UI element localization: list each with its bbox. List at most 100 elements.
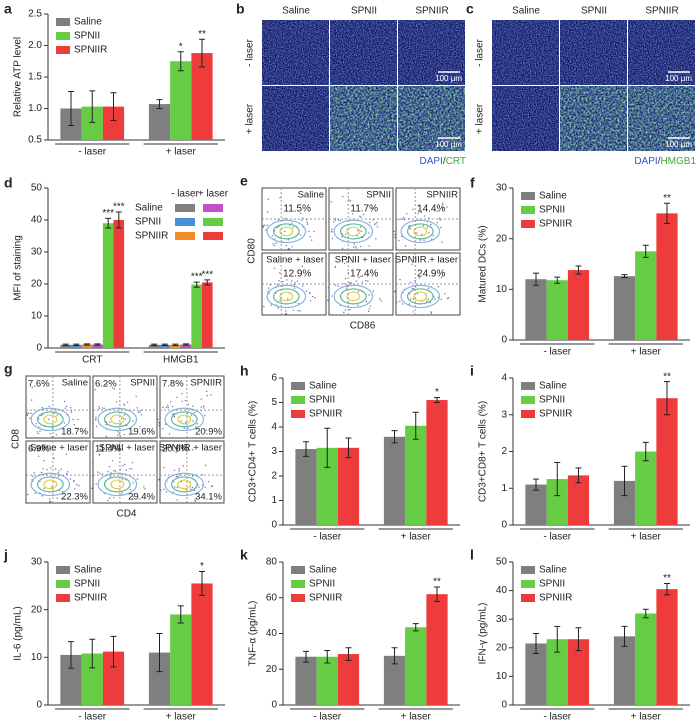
event-dot	[109, 449, 112, 451]
error-bar	[575, 467, 582, 484]
event-dot	[203, 407, 205, 409]
event-dot	[273, 267, 276, 269]
event-dot	[191, 449, 194, 451]
event-dot	[105, 435, 108, 438]
quadrant-label: 20.9%	[195, 427, 222, 438]
contour	[177, 414, 192, 425]
panel-letter: b	[236, 1, 245, 17]
event-dot	[112, 387, 114, 389]
event-dot	[117, 431, 119, 433]
y-tick-label: 10	[31, 311, 43, 322]
error-bar	[105, 217, 112, 229]
event-dot	[343, 311, 345, 314]
quadrant-label: 17.4%	[350, 269, 378, 280]
event-dot	[201, 484, 204, 487]
event-dot	[171, 413, 174, 416]
error-bar	[198, 571, 205, 596]
legend-swatch	[521, 206, 535, 214]
bar	[170, 344, 181, 348]
significance: ***	[113, 202, 125, 213]
event-dot	[331, 228, 333, 231]
row-label: + laser	[245, 103, 256, 134]
event-dot	[180, 480, 183, 483]
contour	[413, 226, 428, 237]
y-tick-label: 10	[31, 652, 43, 663]
event-dot	[115, 401, 118, 403]
event-dot	[309, 235, 311, 238]
event-dot	[131, 468, 133, 470]
event-dot	[355, 280, 358, 282]
bar	[383, 436, 406, 525]
event-dot	[293, 287, 296, 289]
event-dot	[409, 224, 411, 227]
legend-label: SPNII	[309, 579, 335, 590]
event-dot	[345, 261, 348, 263]
event-dot	[58, 470, 60, 472]
event-dot	[346, 286, 348, 288]
event-dot	[196, 423, 199, 425]
error-bar	[642, 441, 649, 462]
event-dot	[442, 207, 444, 209]
event-dot	[360, 230, 362, 232]
y-axis-label: Relative ATP level	[13, 37, 24, 117]
event-dot	[133, 493, 136, 495]
y-tick-label: 30	[31, 247, 43, 258]
error-bar	[110, 92, 117, 121]
event-dot	[210, 394, 212, 396]
bar	[613, 480, 636, 525]
event-dot	[282, 280, 284, 283]
legend-swatch	[203, 204, 223, 212]
event-dot	[123, 404, 126, 406]
row-label: + laser	[475, 103, 486, 134]
event-dot	[297, 309, 299, 312]
event-dot	[210, 485, 213, 488]
event-dot	[157, 418, 159, 421]
y-tick-label: 0	[271, 520, 277, 531]
event-dot	[368, 245, 370, 247]
event-dot	[367, 310, 370, 313]
event-dot	[77, 418, 79, 421]
bar	[525, 279, 547, 340]
event-dot	[63, 422, 66, 424]
event-dot	[380, 300, 382, 302]
bar	[170, 614, 192, 705]
event-dot	[108, 497, 111, 499]
event-dot	[344, 277, 347, 280]
event-dot	[401, 218, 404, 220]
event-dot	[423, 239, 425, 241]
bar	[656, 213, 678, 340]
event-dot	[113, 470, 115, 472]
event-dot	[394, 234, 396, 236]
legend-swatch	[521, 382, 535, 390]
legend-label: SPNIIR	[135, 231, 168, 242]
flow-plot	[92, 375, 158, 439]
event-dot	[436, 210, 439, 212]
event-dot	[439, 219, 441, 221]
event-dot	[31, 475, 34, 477]
event-dot	[144, 488, 146, 490]
event-dot	[412, 298, 415, 300]
event-dot	[132, 420, 134, 422]
error-bar	[89, 90, 96, 123]
significance: ***	[102, 208, 114, 219]
event-dot	[328, 237, 330, 239]
event-dot	[95, 483, 97, 485]
legend-swatch	[56, 46, 70, 54]
bar	[525, 484, 547, 525]
event-dot	[330, 231, 333, 233]
y-axis-label: IL-6 (pg/mL)	[13, 606, 24, 660]
x-tick-label: - laser	[313, 712, 341, 723]
y-tick-label: 20	[496, 233, 508, 244]
event-dot	[404, 245, 407, 247]
stain-part: DAPI	[634, 156, 657, 167]
event-dot	[359, 216, 362, 218]
event-dot	[269, 284, 272, 286]
event-dot	[396, 301, 398, 303]
event-dot	[178, 470, 181, 472]
contour	[266, 219, 307, 244]
event-dot	[55, 410, 57, 412]
event-dot	[309, 292, 311, 295]
event-dot	[173, 412, 175, 415]
y-tick-label: 3	[271, 446, 277, 457]
event-dot	[351, 213, 354, 215]
